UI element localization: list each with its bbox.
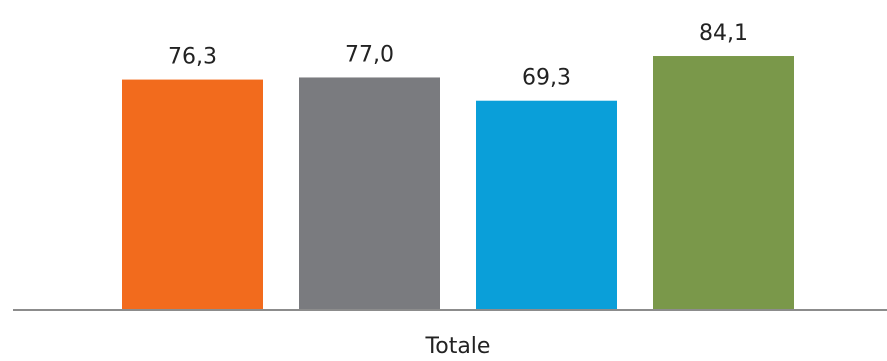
x-tick-label-totale: Totale	[425, 334, 491, 359]
data-label-4: 84,1	[699, 21, 748, 46]
bar-2	[299, 77, 440, 311]
bar-4	[653, 56, 794, 310]
value-labels-group: 76,3 77,0 69,3 84,1	[168, 21, 748, 91]
bars-group	[122, 56, 794, 311]
bar-3	[476, 100, 617, 311]
data-label-3: 69,3	[522, 66, 571, 91]
bar-1	[122, 79, 263, 310]
data-label-1: 76,3	[168, 45, 217, 70]
data-label-2: 77,0	[345, 42, 394, 67]
